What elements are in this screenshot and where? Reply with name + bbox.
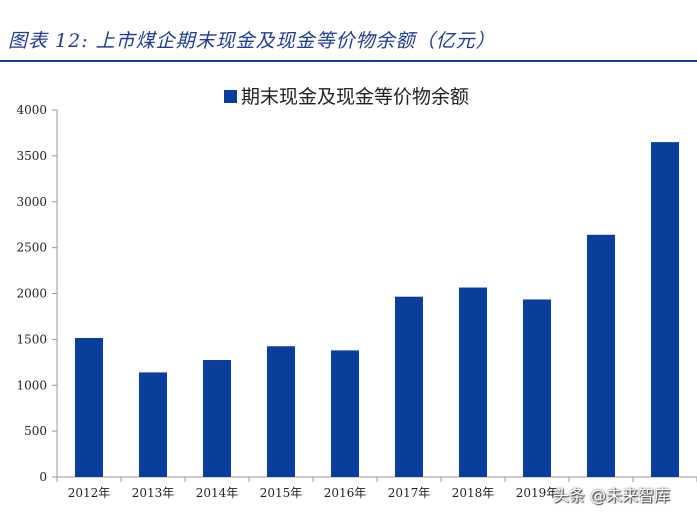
bar xyxy=(267,346,295,477)
y-axis: 0 500 1000 1500 2000 2500 3000 3500 4000 xyxy=(16,103,58,484)
bar xyxy=(395,296,423,477)
bar xyxy=(75,337,103,477)
x-tick-label: 2012年 xyxy=(68,486,111,500)
legend-swatch xyxy=(224,90,237,103)
x-tick-label: 2014年 xyxy=(196,486,239,500)
bar xyxy=(651,142,679,478)
bar xyxy=(203,360,231,477)
y-tick-label: 500 xyxy=(24,424,47,438)
x-tick-label: 2016年 xyxy=(324,486,367,500)
legend: 期末现金及现金等价物余额 xyxy=(224,86,469,108)
bar xyxy=(587,234,615,477)
bar xyxy=(331,350,359,477)
y-tick-label: 3500 xyxy=(16,149,47,163)
y-tick-label: 2500 xyxy=(16,241,47,255)
bar xyxy=(139,372,167,477)
y-tick-label: 3000 xyxy=(16,195,47,209)
figure-title: 图表 12: 上市煤企期末现金及现金等价物余额（亿元） xyxy=(8,30,496,52)
y-tick-label: 1000 xyxy=(16,378,47,392)
x-tick-label: 2018年 xyxy=(452,486,495,500)
bar xyxy=(459,287,487,477)
watermark: 头条 @未来智库 xyxy=(553,486,671,505)
x-tick-label: 2013年 xyxy=(132,486,175,500)
title-divider xyxy=(0,60,697,62)
y-tick-label: 1500 xyxy=(16,332,47,346)
y-tick-label: 2000 xyxy=(16,287,47,301)
x-tick-label: 2019年 xyxy=(516,486,559,500)
y-tick-label: 0 xyxy=(39,470,47,484)
bar-series xyxy=(75,142,679,478)
x-tick-label: 2015年 xyxy=(260,486,303,500)
x-tick-label: 2017年 xyxy=(388,486,431,500)
y-tick-label: 4000 xyxy=(16,103,47,117)
legend-label: 期末现金及现金等价物余额 xyxy=(241,86,469,108)
bar xyxy=(523,299,551,477)
